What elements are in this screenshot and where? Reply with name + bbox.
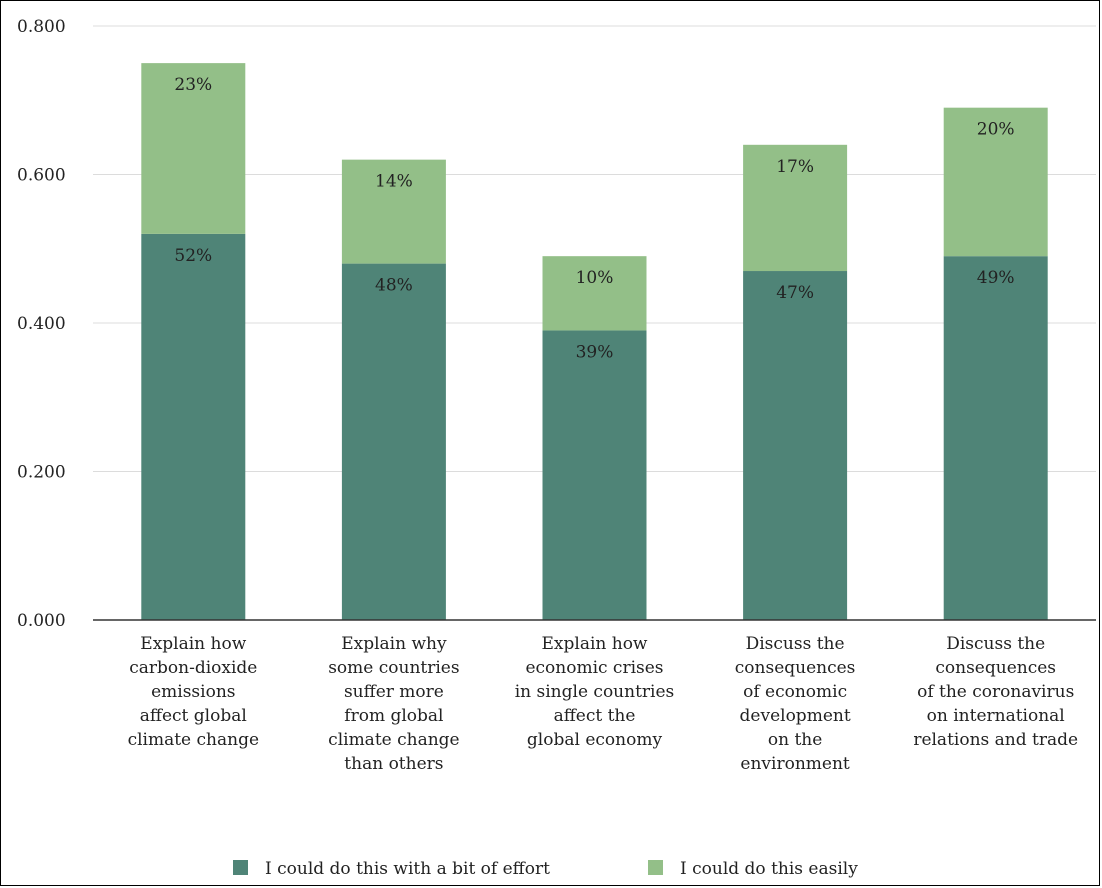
bar-segment-bit-of-effort	[542, 330, 647, 620]
bar-segment-easily	[141, 63, 246, 234]
data-label: 10%	[576, 268, 614, 288]
y-axis: 0.000 0.200 0.400 0.600 0.800	[17, 17, 66, 631]
data-label: 39%	[576, 342, 614, 362]
data-labels: 52% 23% 48% 14% 39% 10% 47% 17% 49% 20%	[174, 75, 1014, 362]
bar-segment-easily	[743, 144, 848, 272]
y-tick-label: 0.400	[17, 314, 66, 334]
x-category-label: Explain how carbon-dioxide emissions affect…	[128, 634, 259, 750]
data-label: 48%	[375, 276, 413, 296]
data-label: 14%	[375, 172, 413, 192]
bar-segment-bit-of-effort	[141, 233, 246, 620]
x-axis: Explain how carbon-dioxide emissions affect…	[93, 619, 1096, 774]
bar-segment-bit-of-effort	[743, 271, 848, 620]
y-tick-label: 0.000	[17, 611, 66, 631]
legend-swatch	[648, 860, 663, 875]
y-tick-label: 0.800	[17, 17, 66, 37]
data-label: 20%	[977, 120, 1015, 140]
bar-segment-easily	[542, 256, 647, 331]
bar-segment-easily	[943, 107, 1048, 257]
legend-label: I could do this with a bit of effort	[265, 859, 550, 879]
x-category-label: Explain why some countries suffer more from…	[328, 634, 459, 774]
bar-segment-bit-of-effort	[943, 256, 1048, 620]
bar-segment-bit-of-effort	[341, 263, 446, 620]
legend-swatch	[233, 860, 248, 875]
legend-label: I could do this easily	[680, 859, 858, 879]
bars	[141, 63, 1048, 620]
bar-segment-easily	[341, 159, 446, 264]
data-label: 52%	[174, 246, 212, 266]
x-category-label: Discuss the consequences of the coronaviru…	[913, 634, 1078, 750]
data-label: 49%	[977, 268, 1015, 288]
x-category-label: Discuss the consequences of economic develo…	[735, 634, 856, 774]
y-tick-label: 0.600	[17, 166, 66, 186]
legend: I could do this with a bit of effort I co…	[233, 859, 858, 879]
data-label: 17%	[776, 157, 814, 177]
data-label: 47%	[776, 283, 814, 303]
data-label: 23%	[174, 75, 212, 95]
y-tick-label: 0.200	[17, 463, 66, 483]
x-category-label: Explain how economic crises in single coun…	[515, 634, 675, 750]
